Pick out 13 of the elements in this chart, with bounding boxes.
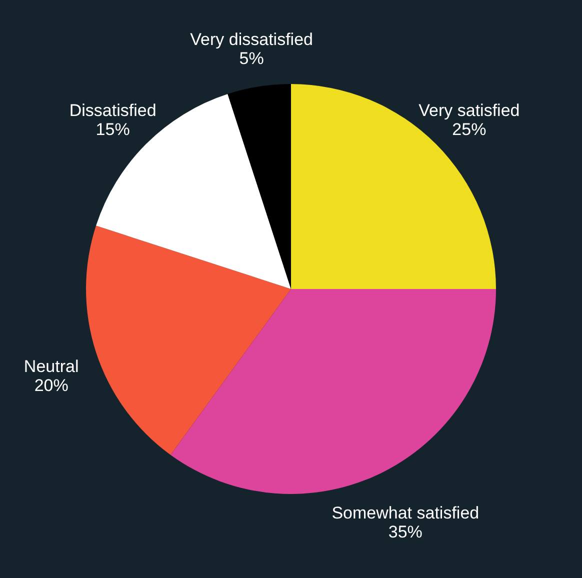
pie-slice	[170, 289, 496, 494]
pie-slice	[86, 226, 291, 455]
slice-label: Dissatisfied	[69, 100, 156, 120]
slice-label: Somewhat satisfied	[332, 504, 480, 523]
slice-label: Neutral	[24, 356, 79, 376]
data-label: 5%	[239, 49, 264, 68]
slice-label: Very dissatisfied	[190, 30, 313, 50]
data-label: 15%	[96, 120, 130, 139]
data-label: 20%	[34, 376, 68, 395]
pie-slice	[228, 84, 291, 289]
slice-label: Very satisfied	[418, 100, 520, 120]
data-label: 25%	[452, 120, 486, 139]
data-label: 35%	[388, 522, 422, 542]
